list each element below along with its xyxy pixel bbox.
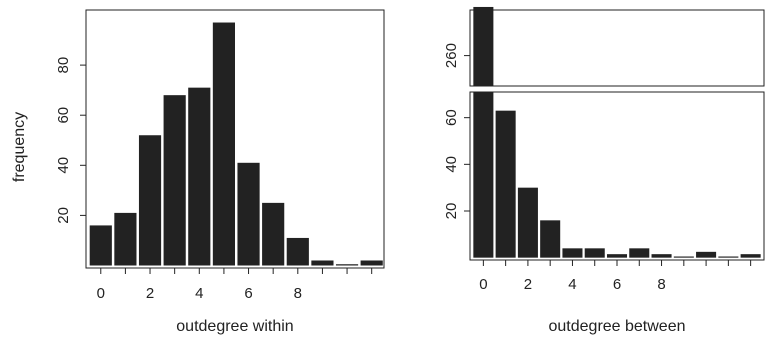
bar (473, 92, 494, 258)
plot-frame-left (85, 9, 385, 269)
x-tick-label: 6 (613, 276, 621, 293)
bar (163, 95, 186, 266)
bar (495, 110, 516, 258)
bar (584, 248, 605, 258)
bar (673, 256, 694, 258)
x-axis-label: outdegree between (549, 318, 686, 335)
y-tick-label: 60 (55, 107, 72, 124)
y-tick-label: 20 (55, 207, 72, 224)
y-axis-label: frequency (11, 112, 28, 182)
x-tick-label: 8 (294, 285, 302, 302)
y-tick-label: 40 (443, 156, 460, 173)
bar (89, 225, 112, 266)
y-tick-label: 20 (443, 203, 460, 220)
bar (237, 162, 260, 266)
y-tick-label: 80 (55, 57, 72, 74)
bar (114, 212, 137, 266)
x-tick-label: 0 (479, 276, 487, 293)
bar (517, 187, 538, 258)
y-tick-label: 40 (55, 157, 72, 174)
plot-frame-upper (469, 9, 765, 87)
bar (740, 254, 761, 258)
bar (629, 248, 650, 258)
x-tick-label: 6 (244, 285, 252, 302)
x-tick-label: 0 (97, 285, 105, 302)
y-tick-label: 260 (443, 43, 460, 68)
x-tick-label: 4 (568, 276, 576, 293)
bar (286, 237, 309, 266)
bar (311, 260, 334, 266)
bar (188, 87, 211, 266)
bar (335, 264, 359, 266)
bar (138, 135, 162, 266)
bar (360, 260, 383, 266)
bar-upper-segment (473, 6, 494, 87)
bar (540, 220, 561, 258)
bar (212, 22, 235, 266)
x-axis-label: outdegree within (176, 318, 293, 335)
bar (606, 254, 628, 258)
bar (262, 202, 285, 266)
bar (562, 248, 583, 258)
x-tick-label: 2 (146, 285, 154, 302)
bar (651, 254, 672, 258)
y-tick-label: 60 (443, 109, 460, 126)
bar (718, 256, 739, 258)
x-tick-label: 2 (524, 276, 532, 293)
bar (696, 251, 717, 258)
x-tick-label: 8 (657, 276, 665, 293)
x-tick-label: 4 (195, 285, 203, 302)
right-chart: 260 20 40 60 0 2 4 6 8 outdegree between (443, 6, 765, 335)
